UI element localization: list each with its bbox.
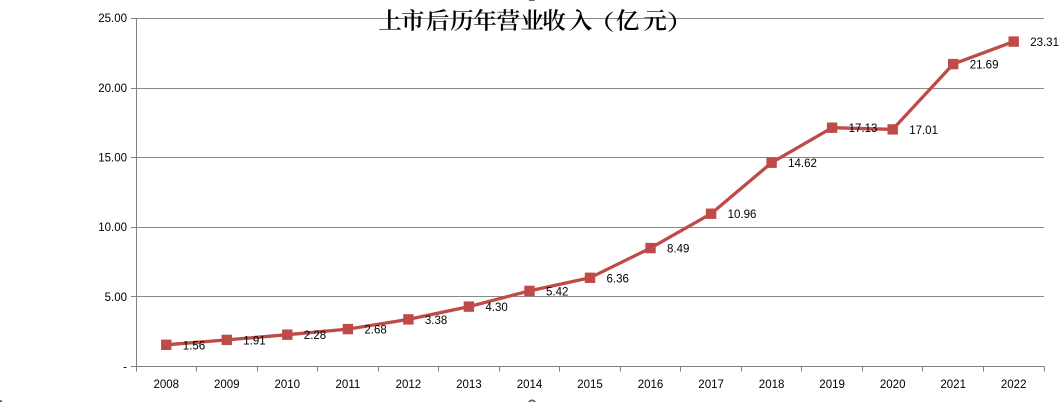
svg-text:-: - [123, 362, 127, 374]
svg-text:25.00: 25.00 [98, 13, 127, 25]
svg-text:2011: 2011 [336, 379, 361, 391]
svg-text:8.49: 8.49 [667, 244, 689, 256]
svg-text:2016: 2016 [638, 379, 664, 391]
svg-text:6.36: 6.36 [607, 273, 629, 285]
svg-text:2012: 2012 [396, 379, 422, 391]
svg-text:2010: 2010 [275, 379, 301, 391]
svg-text:2018: 2018 [759, 379, 785, 391]
svg-text:17.13: 17.13 [849, 123, 878, 135]
svg-text:20.00: 20.00 [98, 83, 127, 95]
svg-text:2.68: 2.68 [364, 325, 386, 337]
svg-text:2021: 2021 [940, 379, 966, 391]
svg-text:10.96: 10.96 [728, 209, 757, 221]
svg-text:3.38: 3.38 [425, 315, 447, 327]
svg-text:10.00: 10.00 [98, 222, 127, 234]
svg-text:2.28: 2.28 [304, 330, 326, 342]
svg-text:2015: 2015 [577, 379, 603, 391]
svg-text:21.69: 21.69 [970, 60, 999, 72]
svg-text:1.56: 1.56 [183, 340, 205, 352]
svg-text:15.00: 15.00 [98, 153, 127, 165]
svg-text:2009: 2009 [214, 379, 240, 391]
svg-text:4.30: 4.30 [485, 302, 507, 314]
svg-text:2008: 2008 [154, 379, 180, 391]
svg-text:5.00: 5.00 [105, 292, 127, 304]
svg-text:2013: 2013 [456, 379, 482, 391]
svg-text:1.91: 1.91 [243, 335, 265, 347]
svg-text:14.62: 14.62 [788, 158, 817, 170]
svg-text:2022: 2022 [1001, 379, 1027, 391]
svg-text:17.01: 17.01 [909, 125, 938, 137]
svg-text:2014: 2014 [517, 379, 543, 391]
svg-text:2017: 2017 [698, 379, 724, 391]
svg-text:5.42: 5.42 [546, 286, 568, 298]
svg-text:2019: 2019 [819, 379, 845, 391]
svg-text:2020: 2020 [880, 379, 906, 391]
svg-text:23.31: 23.31 [1030, 37, 1059, 49]
